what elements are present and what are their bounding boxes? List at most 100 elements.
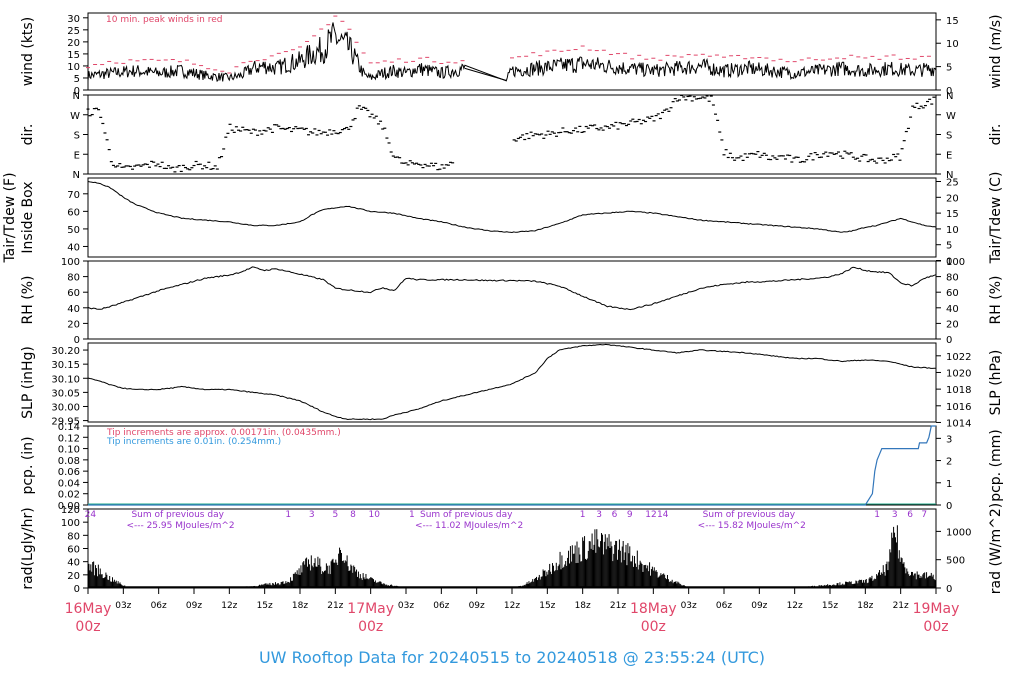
rad-daily-sum-title: Sum of previous day [131,510,224,520]
rad-daily-sum-value: <--- 15.82 MJoules/m^2 [698,521,806,531]
rad-hour-mark: 10 [368,510,380,520]
rad-left-tick-label: 120 [61,505,80,516]
temp-ylabel-top: Tair/Tdew (F) [2,172,18,263]
x-tick-label: 03z [681,601,697,611]
rh-series-line [87,266,937,311]
dir-right-tick-label: E [946,150,952,161]
x-tick-label: 06z [716,601,732,611]
pcp-left-tick-label: 0.04 [58,478,80,489]
rh-right-tick-label: 0 [946,335,952,346]
x-tick-label: 15z [539,601,555,611]
rh-ylabel: RH (%) [20,276,36,325]
x-tick-label: 21z [327,601,343,611]
slp-right-tick-label: 1016 [946,402,971,413]
dir-right-tick-label: W [946,111,956,122]
rh-left-tick-label: 80 [67,273,80,284]
rad-hour-mark: 1 [874,510,880,520]
pcp-right-tick-label: 2 [946,457,952,468]
wind-left-tick-label: 10 [67,62,80,73]
rh-left-tick-label: 60 [67,288,80,299]
slp-right-tick-label: 1014 [946,418,971,429]
x-tick-label: 06z [151,601,167,611]
rad-hour-mark: 1 [580,510,586,520]
slp-ylabel: SLP (inHg) [20,346,36,419]
temp-right-tick-label: 5 [946,241,952,252]
slp-ylabel-right: SLP (hPa) [988,350,1004,416]
rad-left-tick-label: 100 [61,518,80,529]
dir-left-tick-label: N [73,170,80,181]
pcp-right-tick-label: 0 [946,501,952,512]
rad-hour-mark: 5 [332,510,338,520]
rh-right-tick-label: 40 [946,304,959,315]
wind-gap-line [464,67,507,81]
rad-hour-mark: 6 [612,510,618,520]
rh-left-tick-label: 0 [74,335,80,346]
wind-left-tick-label: 25 [67,26,80,37]
x-tick-label: 06z [433,601,449,611]
x-tick-label: 18z [857,601,873,611]
rad-hour-mark: 6 [907,510,913,520]
dir-right-tick-label: N [946,170,953,181]
wind-ylabel: wind (kts) [20,17,36,86]
pcp-left-tick-label: 0.14 [58,422,80,433]
wind-note: 10 min. peak winds in red [106,15,223,25]
rad-right-tick-label: 500 [946,556,965,567]
wind-series-line [87,22,937,82]
pcp-note-1: Tip increments are approx. 0.00171in. (0… [106,428,341,438]
x-tick-label: 15z [822,601,838,611]
dir-left-tick-label: E [74,150,80,161]
x-tick-label: 18z [292,601,308,611]
slp-left-tick-label: 30.10 [51,374,80,385]
dir-left-tick-label: S [74,131,80,142]
rad-left-tick-label: 60 [67,545,80,556]
dir-right-tick-label: S [946,131,952,142]
temp-left-tick-label: 40 [67,242,80,253]
rad-daily-sum-value: <--- 11.02 MJoules/m^2 [415,521,523,531]
x-tick-label: 09z [469,601,485,611]
rad-hour-mark: 3 [892,510,898,520]
wind-left-tick-label: 20 [67,38,80,49]
slp-right-tick-label: 1022 [946,352,971,363]
slp-left-tick-label: 29.95 [51,417,80,428]
rad-hour-mark: 1 [285,510,291,520]
day-hour-label: 00z [641,619,666,635]
pcp-ylabel: pcp. (in) [20,436,36,494]
dir-ylabel-right: dir. [988,124,1004,146]
wind-left-tick-label: 30 [67,14,80,25]
temp-ylabel: Inside Box [20,181,36,253]
x-tick-label: 15z [257,601,273,611]
wind-left-tick-label: 15 [67,50,80,61]
day-hour-label: 00z [75,619,100,635]
wind-ylabel-right: wind (m/s) [988,14,1004,88]
pcp-left-tick-label: 0.12 [58,433,80,444]
rad-ylabel: rad(Lgly/hr) [20,507,36,589]
dir-left-tick-label: W [70,111,80,122]
temp-ylabel-right: Tair/Tdew (C) [988,172,1004,265]
rad-left-tick-label: 80 [67,531,80,542]
rad-hour-mark: 8 [350,510,356,520]
x-tick-label: 12z [221,601,237,611]
rad-right-tick-label: 1000 [946,527,971,538]
rad-left-tick-label: 40 [67,558,80,569]
temp-panel-frame [87,177,937,258]
dir-right-tick-label: N [946,91,953,102]
slp-panel-frame [87,342,937,423]
rad-daily-sum-value: <--- 25.95 MJoules/m^2 [126,521,234,531]
rad-hour-mark: 9 [627,510,633,520]
rh-left-tick-label: 40 [67,304,80,315]
pcp-left-tick-label: 0.06 [58,467,80,478]
pcp-right-tick-label: 1 [946,479,952,490]
day-label: 16May [65,601,112,617]
slp-left-tick-label: 30.20 [51,346,80,357]
temp-right-tick-label: 20 [946,193,959,204]
dir-left-tick-label: N [73,91,80,102]
rad-left-tick-label: 20 [67,571,80,582]
temp-left-tick-label: 50 [67,225,80,236]
wind-right-tick-label: 15 [946,16,959,27]
rad-daily-sum-title: Sum of previous day [420,510,513,520]
x-tick-label: 09z [751,601,767,611]
rad-hour-mark: 3 [309,510,315,520]
wind-left-tick-label: 5 [74,74,80,85]
x-tick-label: 21z [610,601,626,611]
x-tick-label: 18z [575,601,591,611]
